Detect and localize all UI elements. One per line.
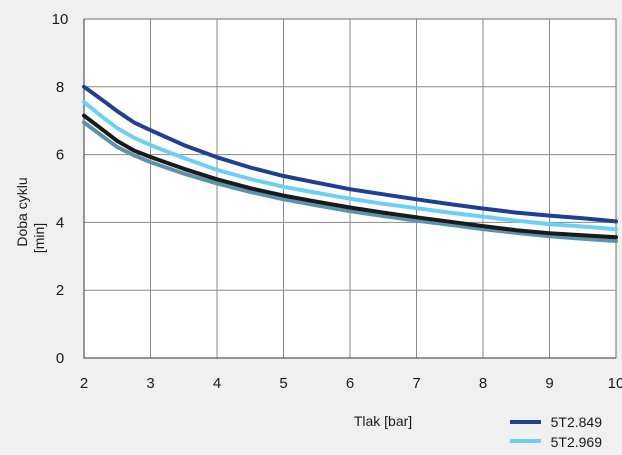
y-tick-labels: 0 2 4 6 8 10 xyxy=(52,11,69,367)
legend-item: 5T2.969 xyxy=(510,434,602,450)
x-tick-label: 10 xyxy=(608,375,622,392)
y-axis-label-line2: [min] xyxy=(31,223,47,253)
y-tick-label: 4 xyxy=(56,214,64,231)
y-tick-label: 8 xyxy=(56,79,64,96)
x-tick-label: 4 xyxy=(213,375,221,392)
y-tick-label: 6 xyxy=(56,147,64,164)
x-tick-label: 9 xyxy=(545,375,553,392)
x-tick-label: 3 xyxy=(146,375,154,392)
legend-item: 5T2.849 xyxy=(510,414,602,430)
y-tick-label: 10 xyxy=(52,11,69,28)
x-tick-label: 6 xyxy=(346,375,354,392)
x-tick-labels: 2 3 4 5 6 7 8 9 10 xyxy=(80,375,622,392)
x-axis-label: Tlak [bar] xyxy=(354,413,412,429)
y-tick-label: 2 xyxy=(56,282,64,299)
legend-label: 5T2.969 xyxy=(551,434,603,450)
legend-label: 5T2.849 xyxy=(551,414,603,430)
x-tick-label: 5 xyxy=(279,375,287,392)
y-axis-label-line1: Doba cyklu xyxy=(14,177,30,246)
series-lines xyxy=(82,84,618,243)
series-line xyxy=(82,84,618,224)
series-line xyxy=(82,100,618,232)
series-line xyxy=(82,113,618,240)
x-tick-label: 7 xyxy=(412,375,420,392)
axis-lines xyxy=(83,19,616,359)
x-tick-label: 2 xyxy=(80,375,88,392)
legend: 5T2.849 5T2.969 xyxy=(510,414,602,450)
y-tick-label: 0 xyxy=(56,350,64,367)
series-line xyxy=(82,120,618,243)
x-tick-label: 8 xyxy=(479,375,487,392)
